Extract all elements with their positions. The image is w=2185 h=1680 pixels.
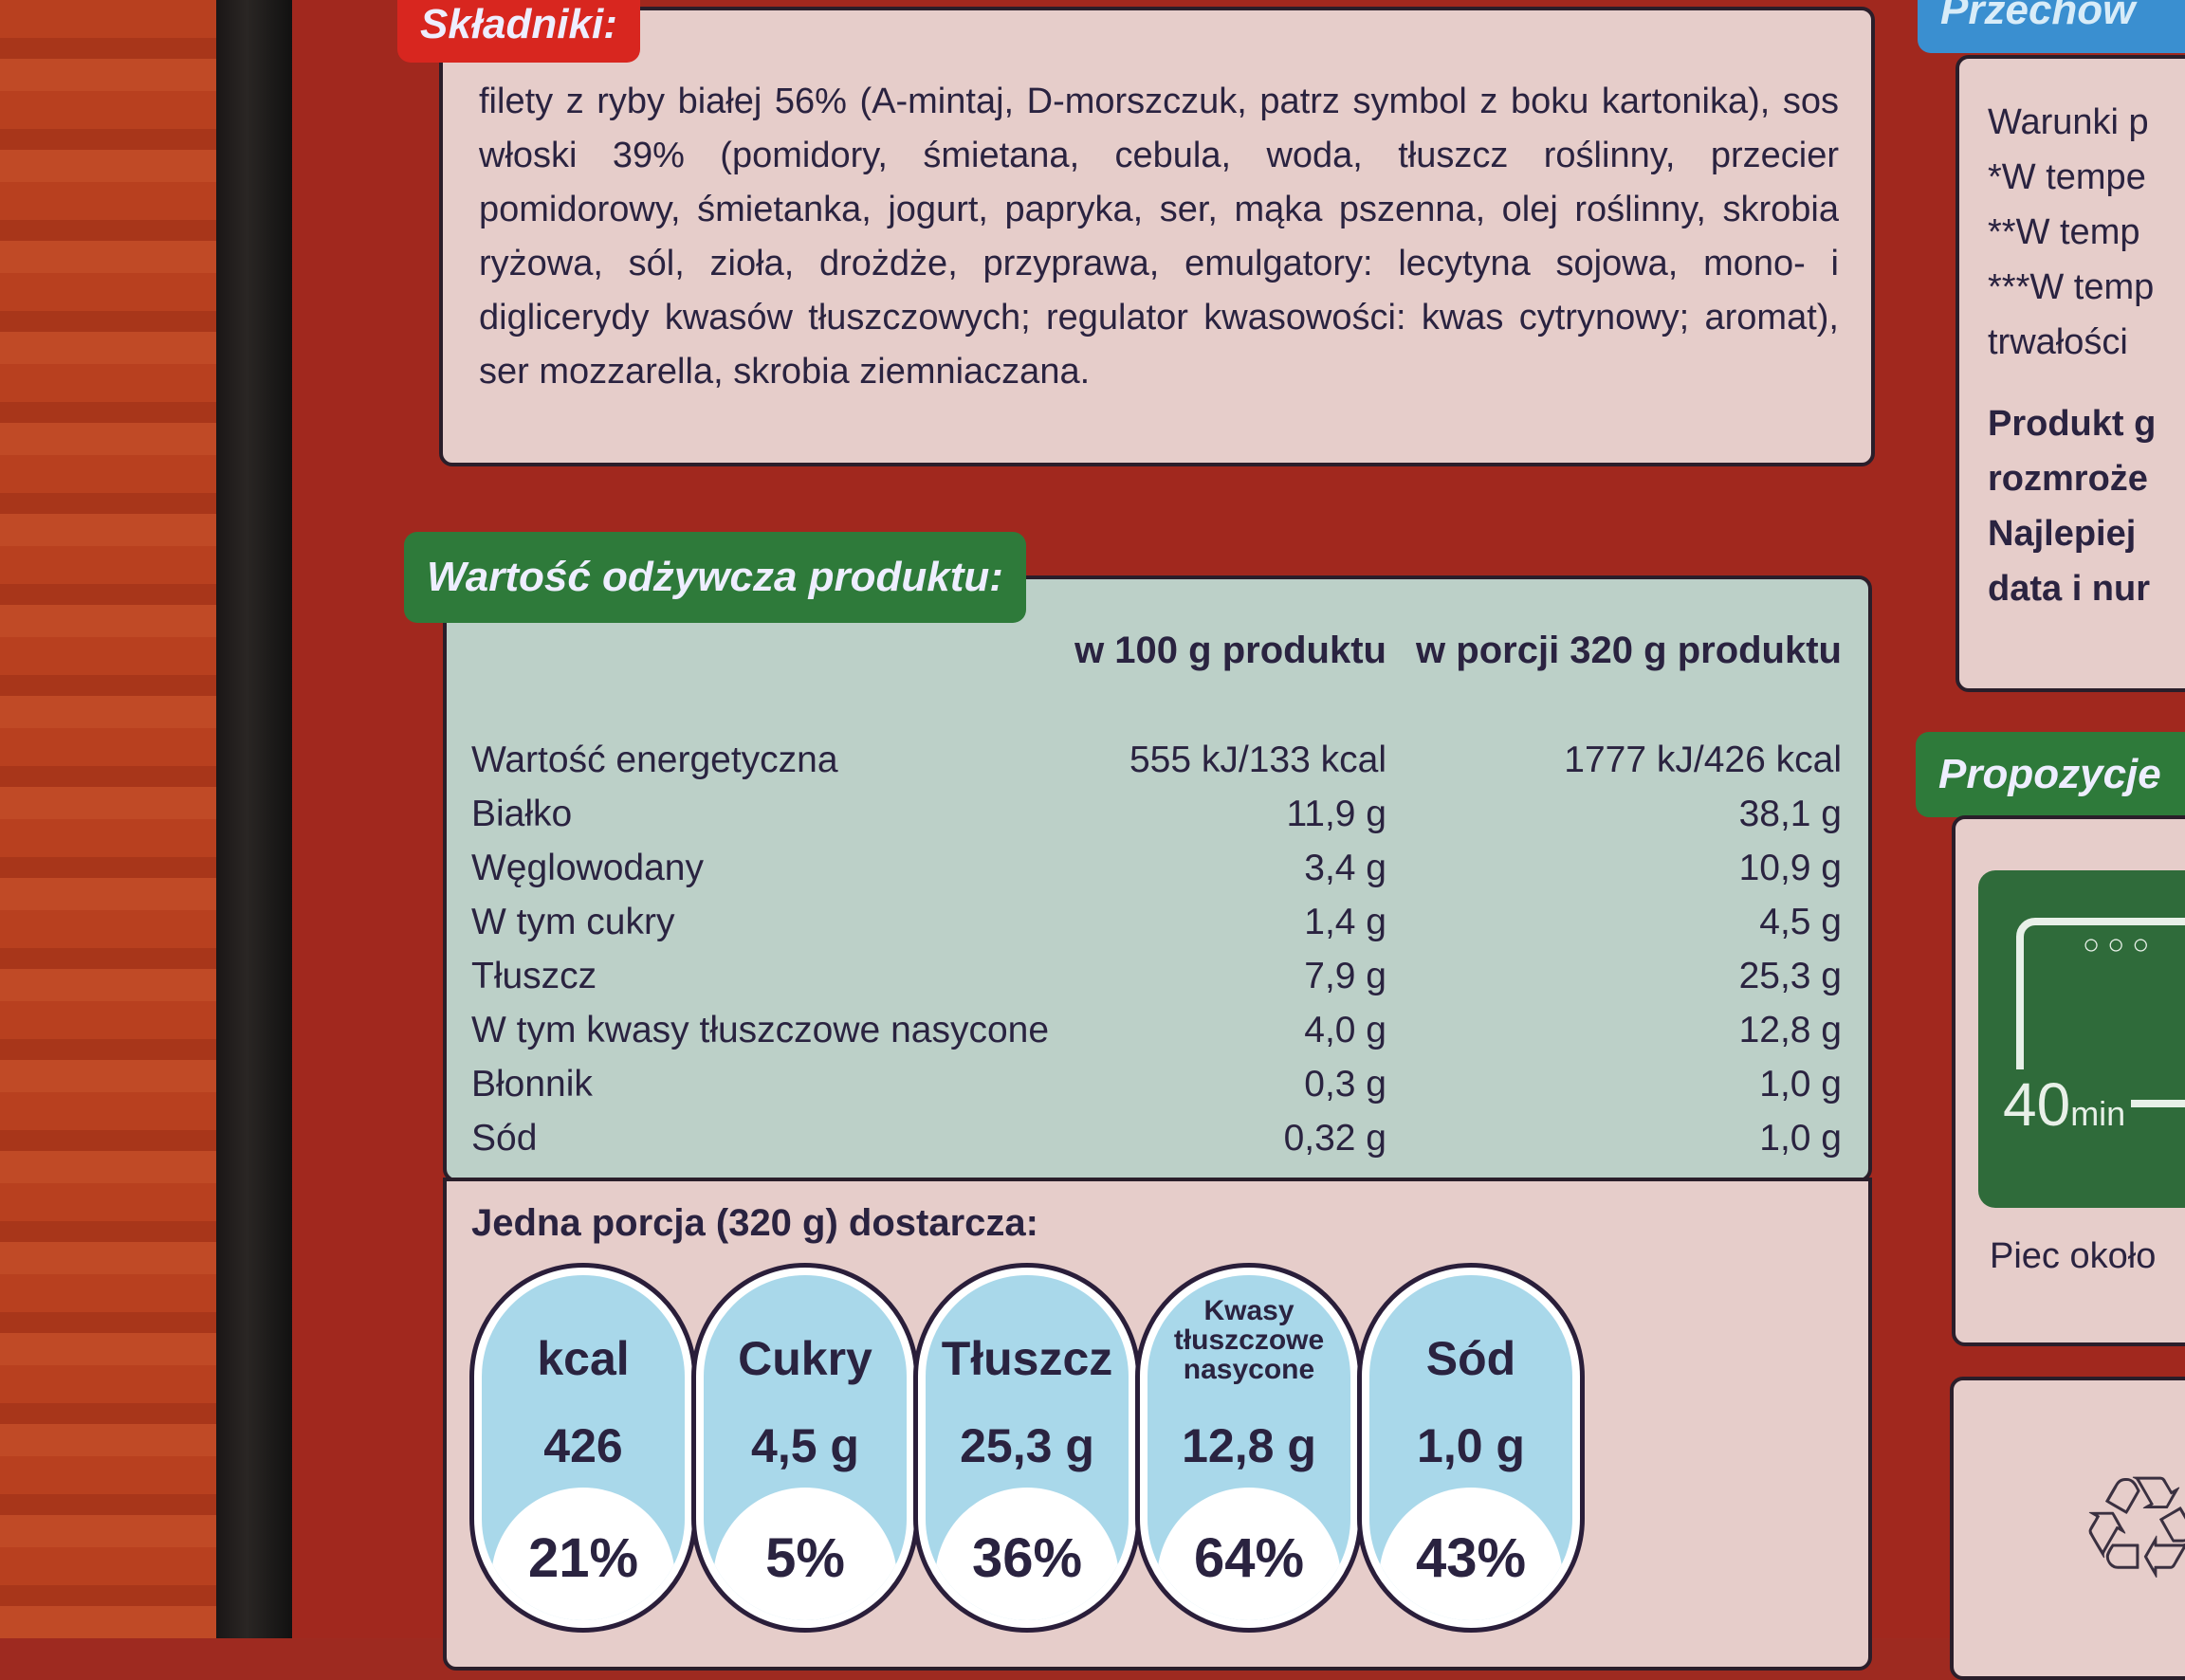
value-per-portion: 1,0 g [1759,1064,1842,1105]
gda-percent: 36% [935,1488,1119,1620]
gda-value: 426 [543,1419,623,1472]
storage-label: Przechow [1918,0,2185,53]
gda-pill: Sód 1,0 g 43% [1357,1263,1585,1633]
value-per-portion: 12,8 g [1738,1010,1842,1050]
gda-pill: Kwasy tłuszczowe nasycone 12,8 g 64% [1135,1263,1363,1633]
storage-bold-line: Produkt g [1988,404,2157,444]
value-per-portion: 38,1 g [1738,794,1842,834]
nutrient-name: Sód [471,1118,538,1159]
value-per-100g: 4,0 g [1304,1010,1386,1050]
gda-percent: 64% [1157,1488,1341,1620]
ingredients-text: filety z ryby białej 56% (A-mintaj, D-mo… [479,82,1839,392]
nutrition-row: Sód 0,32 g 1,0 g [471,1111,1842,1165]
ingredients-box: filety z ryby białej 56% (A-mintaj, D-mo… [439,7,1875,466]
gda-label: Sód [1425,1332,1516,1385]
wooden-table [0,0,218,1638]
storage-line: **W temp [1988,212,2140,252]
nutrition-label: Wartość odżywcza produktu: [404,532,1026,623]
nutrition-row: Białko 11,9 g 38,1 g [471,787,1842,841]
storage-line: ***W temp [1988,267,2155,307]
oven-unit: min [2070,1094,2126,1133]
nutrition-row: Węglowodany 3,4 g 10,9 g [471,841,1842,895]
gda-value: 1,0 g [1417,1419,1525,1472]
nutrition-row: Tłuszcz 7,9 g 25,3 g [471,949,1842,1003]
value-per-portion: 10,9 g [1738,848,1842,888]
nutrient-name: W tym kwasy tłuszczowe nasycone [471,1010,1050,1050]
storage-line: trwałości [1988,322,2128,362]
storage-box: Warunki p *W tempe **W temp ***W temp tr… [1955,55,2185,692]
oven-caption: Piec około [1990,1236,2157,1276]
value-per-portion: 1,0 g [1759,1118,1842,1159]
value-per-portion: 4,5 g [1759,902,1842,942]
recycle-icon: ♲ [2077,1449,2185,1608]
storage-line: Warunki p [1988,102,2149,142]
value-per-100g: 0,3 g [1304,1064,1386,1105]
nutrition-header: w 100 g produktu w porcji 320 g produktu [471,627,1842,733]
value-per-portion: 25,3 g [1738,956,1842,996]
gda-pill: Tłuszcz 25,3 g 36% [913,1263,1141,1633]
nutrient-name: Tłuszcz [471,956,597,996]
gda-percent: 21% [491,1488,675,1620]
gda-label: kcal [537,1332,630,1385]
recycle-box: ♲ [1950,1377,2185,1680]
value-per-100g: 11,9 g [1286,794,1386,834]
gda-label: Kwasy tłuszczowe nasycone [1173,1295,1325,1385]
oven-icon: ○○○ 40min [1978,870,2185,1208]
col-per-100g: w 100 g produktu [1074,630,1386,671]
nutrition-row: Wartość energetyczna 555 kJ/133 kcal 1777 … [471,733,1842,787]
nutrient-name: Błonnik [471,1064,593,1105]
gda-value: 25,3 g [960,1419,1094,1472]
storage-bold-line: rozmroże [1988,459,2148,499]
gda-percent: 5% [713,1488,897,1620]
gda-label: Cukry [738,1332,872,1385]
value-per-100g: 555 kJ/133 kcal [1129,740,1386,780]
serving-label: Propozycje [1916,732,2185,817]
value-per-100g: 3,4 g [1304,848,1386,888]
ingredients-label: Składniki: [397,0,640,63]
gda-value: 12,8 g [1182,1419,1316,1472]
nutrition-table: w 100 g produktu w porcji 320 g produktu … [443,575,1872,1182]
gda-value: 4,5 g [751,1419,859,1472]
package-edge [216,0,292,1638]
nutrition-row: Błonnik 0,3 g 1,0 g [471,1057,1842,1111]
nutrient-name: Białko [471,794,573,834]
nutrition-row: W tym kwasy tłuszczowe nasycone 4,0 g 12,8… [471,1003,1842,1057]
gda-percent: 43% [1379,1488,1563,1620]
value-per-100g: 7,9 g [1304,956,1386,996]
nutrient-name: W tym cukry [471,902,675,942]
nutrient-name: Wartość energetyczna [471,740,838,780]
oven-time: 40 [2003,1070,2071,1139]
value-per-100g: 0,32 g [1283,1118,1386,1159]
col-per-portion: w porcji 320 g produktu [1416,630,1842,671]
storage-bold-line: Najlepiej [1988,514,2137,554]
storage-bold-line: data i nur [1988,569,2151,609]
nutrition-row: W tym cukry 1,4 g 4,5 g [471,895,1842,949]
gda-title: Jedna porcja (320 g) dostarcza: [471,1202,1038,1244]
nutrient-name: Węglowodany [471,848,704,888]
storage-line: *W tempe [1988,157,2146,197]
value-per-100g: 1,4 g [1304,902,1386,942]
value-per-portion: 1777 kJ/426 kcal [1564,740,1842,780]
gda-label: Tłuszcz [941,1332,1113,1385]
gda-pill: Cukry 4,5 g 5% [691,1263,919,1633]
gda-box: Jedna porcja (320 g) dostarcza: kcal 426 2… [443,1178,1872,1671]
gda-pill: kcal 426 21% [469,1263,697,1633]
